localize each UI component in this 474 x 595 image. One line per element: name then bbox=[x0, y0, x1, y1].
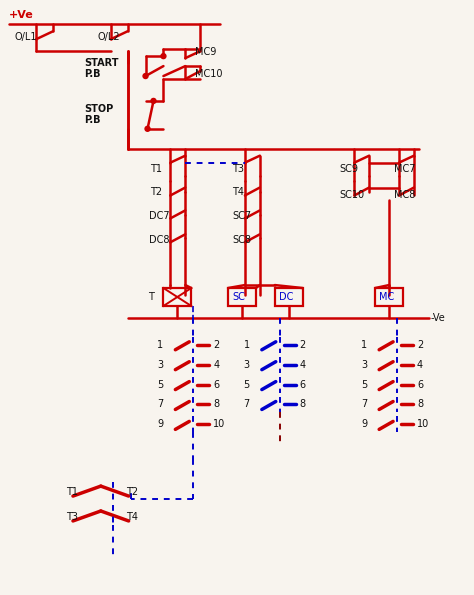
Text: 8: 8 bbox=[213, 399, 219, 409]
Text: 4: 4 bbox=[300, 360, 306, 369]
Text: DC: DC bbox=[279, 292, 293, 302]
Text: 8: 8 bbox=[300, 399, 306, 409]
Text: 9: 9 bbox=[361, 419, 367, 430]
Text: MC9: MC9 bbox=[195, 47, 217, 57]
Text: 5: 5 bbox=[157, 380, 164, 390]
Text: T1: T1 bbox=[66, 487, 78, 497]
Text: T3: T3 bbox=[66, 512, 78, 522]
Bar bbox=[228, 288, 256, 306]
Text: T: T bbox=[148, 292, 155, 302]
Text: T2: T2 bbox=[126, 487, 138, 497]
Text: 7: 7 bbox=[157, 399, 164, 409]
Text: O/L1: O/L1 bbox=[14, 32, 37, 42]
Text: 4: 4 bbox=[417, 360, 423, 369]
Text: 4: 4 bbox=[213, 360, 219, 369]
Text: 10: 10 bbox=[213, 419, 226, 430]
Text: SC10: SC10 bbox=[339, 190, 365, 201]
Text: 1: 1 bbox=[244, 340, 250, 350]
Circle shape bbox=[143, 74, 148, 79]
Text: 2: 2 bbox=[300, 340, 306, 350]
Text: 9: 9 bbox=[157, 419, 164, 430]
Text: MC7: MC7 bbox=[394, 164, 416, 174]
Text: 1: 1 bbox=[157, 340, 164, 350]
Text: STOP: STOP bbox=[84, 104, 113, 114]
Text: SC9: SC9 bbox=[339, 164, 358, 174]
Text: 7: 7 bbox=[361, 399, 367, 409]
Text: 2: 2 bbox=[213, 340, 219, 350]
Text: MC: MC bbox=[379, 292, 394, 302]
Text: 5: 5 bbox=[361, 380, 367, 390]
Text: SC: SC bbox=[232, 292, 245, 302]
Text: START: START bbox=[84, 58, 118, 68]
Text: SC8: SC8 bbox=[232, 235, 251, 245]
Text: T4: T4 bbox=[126, 512, 137, 522]
Text: 3: 3 bbox=[244, 360, 250, 369]
Text: +Ve: +Ve bbox=[9, 10, 34, 20]
Text: T4: T4 bbox=[232, 187, 244, 198]
Text: 2: 2 bbox=[417, 340, 423, 350]
Text: 8: 8 bbox=[417, 399, 423, 409]
Bar bbox=[164, 288, 191, 306]
Bar bbox=[375, 288, 403, 306]
Text: MC10: MC10 bbox=[195, 69, 223, 79]
Text: DC7: DC7 bbox=[148, 211, 169, 221]
Text: MC8: MC8 bbox=[394, 190, 415, 201]
Text: 5: 5 bbox=[244, 380, 250, 390]
Text: SC7: SC7 bbox=[232, 211, 251, 221]
Text: 7: 7 bbox=[244, 399, 250, 409]
Text: 3: 3 bbox=[361, 360, 367, 369]
Text: -Ve: -Ve bbox=[431, 313, 446, 323]
Text: DC8: DC8 bbox=[148, 235, 169, 245]
Bar bbox=[275, 288, 302, 306]
Circle shape bbox=[161, 54, 166, 59]
Text: T3: T3 bbox=[232, 164, 244, 174]
Text: T1: T1 bbox=[151, 164, 163, 174]
Text: P.B: P.B bbox=[84, 69, 100, 79]
Text: O/L2: O/L2 bbox=[98, 32, 120, 42]
Text: 10: 10 bbox=[417, 419, 429, 430]
Text: 6: 6 bbox=[417, 380, 423, 390]
Circle shape bbox=[151, 98, 156, 104]
Text: P.B: P.B bbox=[84, 115, 100, 125]
Circle shape bbox=[145, 126, 150, 131]
Text: 1: 1 bbox=[361, 340, 367, 350]
Text: 6: 6 bbox=[213, 380, 219, 390]
Text: T2: T2 bbox=[151, 187, 163, 198]
Text: 6: 6 bbox=[300, 380, 306, 390]
Text: 3: 3 bbox=[157, 360, 164, 369]
